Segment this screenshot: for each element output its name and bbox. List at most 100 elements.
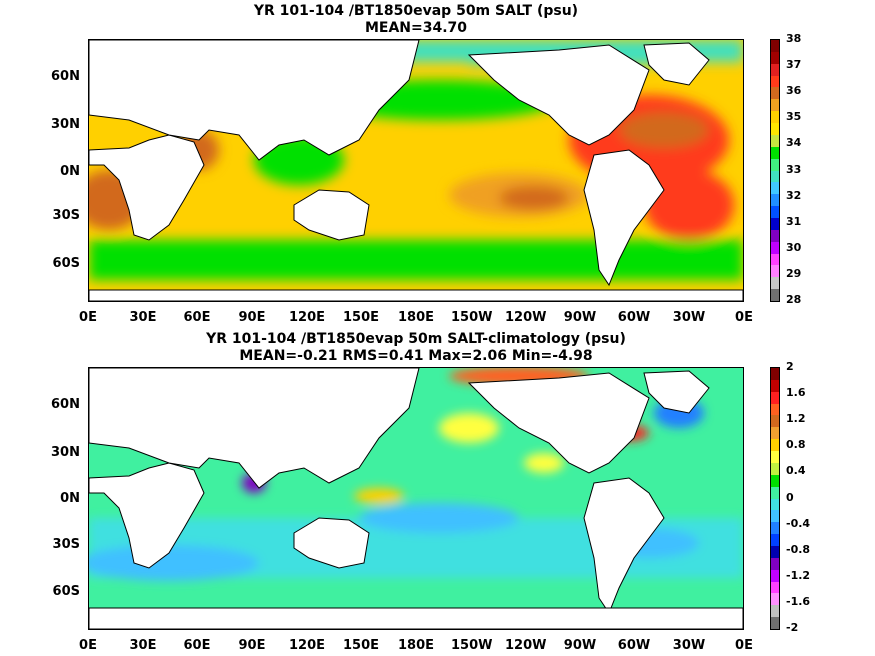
- bottom-colorbar-swatch: [771, 522, 779, 535]
- top-lon-label: 60W: [617, 310, 651, 325]
- top-lon-label: 90E: [238, 310, 266, 325]
- top-colorbar-swatch: [771, 182, 779, 195]
- bottom-colorbar-tick-label: 0.4: [786, 464, 806, 478]
- bottom-lat-label-30n: 30N: [51, 445, 80, 460]
- top-colorbar-tick-label: 31: [786, 214, 802, 228]
- bottom-lon-label: 60E: [183, 638, 211, 653]
- top-colorbar-swatch: [771, 63, 779, 77]
- bottom-lat-label-60n: 60N: [51, 397, 80, 412]
- bottom-colorbar-tick-label: 1.6: [786, 386, 806, 400]
- top-lon-label: 150E: [342, 310, 380, 325]
- bottom-lon-label: 120E: [288, 638, 326, 653]
- bottom-lon-label: 90E: [238, 638, 266, 653]
- bottom-lon-label: 0E: [735, 638, 753, 653]
- top-map-title: YR 101-104 /BT1850evap 50m SALT (psu): [253, 3, 579, 19]
- top-colorbar-tick-label: 32: [786, 188, 802, 202]
- bottom-map-title: YR 101-104 /BT1850evap 50m SALT-climatol…: [206, 331, 626, 347]
- bottom-colorbar-swatch: [771, 439, 779, 452]
- bottom-colorbar-tick-label: -1.2: [786, 568, 811, 582]
- top-colorbar-swatch: [771, 229, 779, 243]
- bottom-colorbar-tick-label: -0.4: [786, 516, 811, 530]
- bottom-colorbar-swatch: [771, 510, 779, 523]
- top-colorbar-swatch: [771, 241, 779, 255]
- top-colorbar-swatch: [771, 289, 779, 302]
- top-colorbar-swatch: [771, 75, 779, 88]
- top-colorbar-tick-label: 29: [786, 266, 802, 280]
- top-colorbar-swatch: [771, 265, 779, 278]
- top-lon-label: 90W: [563, 310, 597, 325]
- bottom-colorbar-tick-label: -2: [786, 621, 799, 634]
- bottom-colorbar-swatch: [771, 569, 779, 583]
- top-colorbar-swatch: [771, 158, 779, 171]
- top-lon-label: 120W: [505, 310, 547, 325]
- top-colorbar-swatch: [771, 170, 779, 183]
- bottom-lon-label: 120W: [505, 638, 547, 653]
- top-lon-label: 30W: [672, 310, 706, 325]
- top-lon-label: 0E: [79, 310, 97, 325]
- top-colorbar: [770, 39, 780, 302]
- top-colorbar-swatch: [771, 277, 779, 290]
- bottom-colorbar-swatch: [771, 545, 779, 559]
- bottom-colorbar-swatch: [771, 403, 779, 416]
- bottom-colorbar-tick-label: 2: [786, 360, 794, 373]
- bottom-lon-label: 0E: [79, 638, 97, 653]
- top-colorbar-swatch: [771, 146, 779, 160]
- bottom-lon-label: 180E: [397, 638, 435, 653]
- bottom-colorbar-swatch: [771, 415, 779, 428]
- bottom-colorbar-swatch: [771, 474, 779, 488]
- top-lon-label: 0E: [735, 310, 753, 325]
- bottom-colorbar-swatch: [771, 391, 779, 405]
- top-colorbar-swatch: [771, 206, 779, 219]
- bottom-colorbar-tick-label: 0.8: [786, 438, 806, 452]
- top-colorbar-tick-label: 33: [786, 162, 802, 176]
- bottom-lon-label: 90W: [563, 638, 597, 653]
- bottom-map-subtitle: MEAN=-0.21 RMS=0.41 Max=2.06 Min=-4.98: [239, 348, 593, 364]
- top-colorbar-tick-label: 38: [786, 32, 802, 45]
- top-colorbar-tick-label: 37: [786, 58, 802, 72]
- top-lat-label-0n: 0N: [60, 164, 80, 179]
- top-lon-label: 150W: [451, 310, 493, 325]
- bottom-colorbar-swatch: [771, 368, 779, 381]
- top-colorbar-swatch: [771, 253, 779, 266]
- top-colorbar-swatch: [771, 99, 779, 112]
- bottom-lat-label-60s: 60S: [52, 584, 80, 599]
- top-colorbar-tick-label: 36: [786, 84, 802, 98]
- bottom-colorbar-swatch: [771, 605, 779, 618]
- bottom-colorbar-swatch: [771, 379, 779, 393]
- top-colorbar-swatch: [771, 40, 779, 53]
- top-colorbar-swatch: [771, 134, 779, 148]
- top-lat-label-60s: 60S: [52, 256, 80, 271]
- top-colorbar-tick-label: 34: [786, 136, 802, 150]
- bottom-colorbar-swatch: [771, 486, 779, 499]
- bottom-colorbar-swatch: [771, 498, 779, 511]
- top-colorbar-tick-label: 30: [786, 240, 802, 254]
- top-colorbar-swatch: [771, 123, 779, 136]
- bottom-colorbar-tick-label: -1.6: [786, 594, 811, 608]
- bottom-lon-label: 150E: [342, 638, 380, 653]
- bottom-colorbar-tick-label: 0: [786, 490, 794, 504]
- top-lat-label-30s: 30S: [52, 208, 80, 223]
- bottom-colorbar-swatch: [771, 534, 779, 547]
- bottom-colorbar-swatch: [771, 451, 779, 464]
- bottom-colorbar-swatch: [771, 462, 779, 476]
- top-colorbar-tick-label: 28: [786, 293, 802, 306]
- top-colorbar-swatch: [771, 87, 779, 100]
- top-colorbar-swatch: [771, 51, 779, 65]
- top-lon-label: 180E: [397, 310, 435, 325]
- bottom-colorbar-swatch: [771, 593, 779, 606]
- top-colorbar-tick-label: 35: [786, 110, 802, 124]
- bottom-lon-label: 30E: [129, 638, 157, 653]
- bottom-colorbar-swatch: [771, 617, 779, 630]
- bottom-lat-label-0n: 0N: [60, 491, 80, 506]
- bottom-colorbar-swatch: [771, 427, 779, 440]
- bottom-colorbar-swatch: [771, 581, 779, 594]
- bottom-colorbar-tick-label: 1.2: [786, 412, 806, 426]
- top-colorbar-swatch: [771, 217, 779, 231]
- top-colorbar-swatch: [771, 111, 779, 124]
- top-lat-label-60n: 60N: [51, 69, 80, 84]
- top-lon-label: 30E: [129, 310, 157, 325]
- bottom-colorbar-swatch: [771, 557, 779, 571]
- top-colorbar-swatch: [771, 194, 779, 207]
- bottom-colorbar: [770, 367, 780, 630]
- bottom-lat-label-30s: 30S: [52, 537, 80, 552]
